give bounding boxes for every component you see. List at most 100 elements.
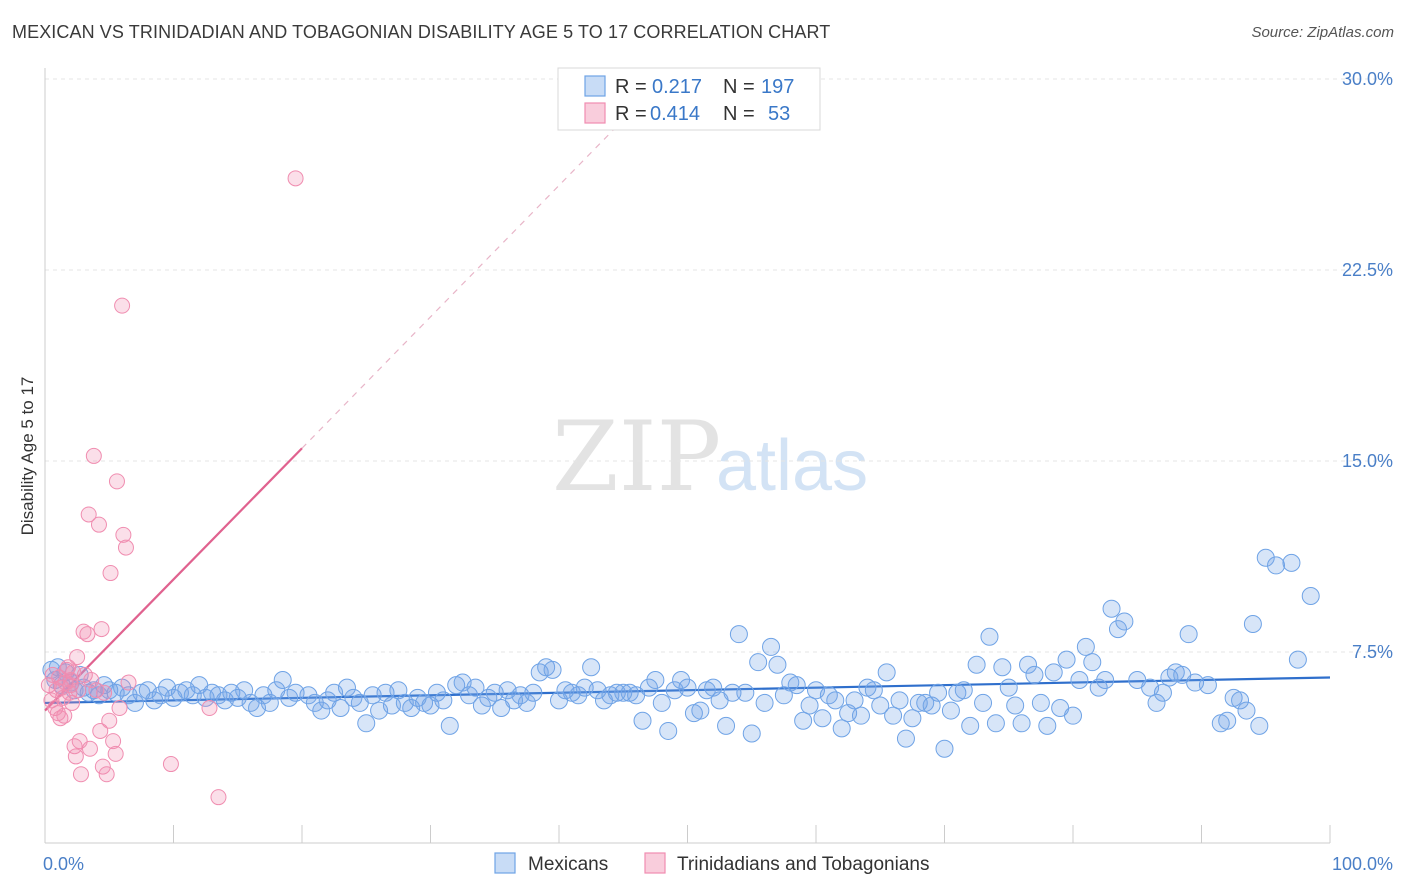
legend-n-value-2: 53 <box>768 103 790 125</box>
mexicans-point-49 <box>337 678 356 697</box>
series-legend-trinidadians: Trinidadians and Tobagonians <box>677 854 929 875</box>
trend-lines <box>44 119 1331 712</box>
trinidadians-point-43 <box>111 700 128 717</box>
mexicans-point-112 <box>742 724 761 743</box>
stats-legend: R = 0.217 N = 197 R = 0.414 N = 53 <box>557 67 821 131</box>
mexicans-point-178 <box>1179 625 1198 644</box>
mexicans-point-163 <box>1070 671 1089 690</box>
mexicans-point-173 <box>1147 693 1166 712</box>
mexicans-point-188 <box>1256 548 1275 567</box>
zipatlas-watermark: ZIP atlas <box>552 401 868 513</box>
trinidadians-point-12 <box>58 661 75 678</box>
mexicans-point-148 <box>974 693 993 712</box>
mexicans-point-87 <box>582 658 601 677</box>
trinidadians-point-36 <box>96 684 113 701</box>
mexicans-point-174 <box>1153 683 1172 702</box>
mexicans-point-85 <box>569 686 588 705</box>
mexicans-point-146 <box>961 716 980 735</box>
mexicans-point-113 <box>749 653 768 672</box>
mexicans-point-98 <box>652 693 671 712</box>
legend-swatch-trinidadians <box>584 102 606 124</box>
mexicans-point-133 <box>877 663 896 682</box>
trinidadians-point-46 <box>117 539 134 556</box>
trinidadians-point-10 <box>56 707 73 724</box>
mexicans-point-152 <box>999 678 1018 697</box>
gridlines <box>45 78 1392 653</box>
mexicans-point-180 <box>1198 676 1217 695</box>
legend-n-label-1: N = <box>723 76 755 98</box>
mexicans-point-69 <box>466 678 485 697</box>
mexicans-point-116 <box>768 655 787 674</box>
y-tick-label-1: 15.0% <box>1342 451 1393 471</box>
mexicans-point-77 <box>517 693 536 712</box>
legend-r-label-2: R = <box>615 103 647 125</box>
series-legend-swatch-mexicans <box>494 852 516 874</box>
mexicans-point-123 <box>813 709 832 728</box>
mexicans-point-165 <box>1083 653 1102 672</box>
mexicans-point-135 <box>890 691 909 710</box>
trinidadians-point-19 <box>67 748 84 765</box>
mexicans-point-164 <box>1076 637 1095 656</box>
mexicans-point-167 <box>1096 671 1115 690</box>
mexicans-point-156 <box>1025 665 1044 684</box>
trinidadians-point-45 <box>115 526 132 543</box>
mexicans-point-169 <box>1108 620 1127 639</box>
mexicans-point-97 <box>646 671 665 690</box>
mexicans-point-150 <box>986 714 1005 733</box>
mexicans-point-119 <box>787 676 806 695</box>
mexicans-point-166 <box>1089 678 1108 697</box>
mexicans-point-190 <box>1282 553 1301 572</box>
mexicans-point-141 <box>929 683 948 702</box>
watermark-zip: ZIP <box>552 401 721 513</box>
mexicans-point-104 <box>691 701 710 720</box>
x-tick-labels: 0.0% 100.0% <box>43 854 1393 874</box>
mexicans-point-101 <box>672 671 691 690</box>
trinidadians-point-48 <box>162 756 179 773</box>
mexicans-point-182 <box>1218 711 1237 730</box>
mexicans-point-40 <box>273 671 292 690</box>
series-legend-swatch-trinidadians <box>644 852 666 874</box>
trinidadians-point-27 <box>80 506 97 523</box>
trinidadians-point-20 <box>69 649 86 666</box>
mexicans-point-48 <box>331 699 350 718</box>
mexicans-point-17 <box>125 693 144 712</box>
mexicans-point-99 <box>659 721 678 740</box>
mexicans-point-191 <box>1288 650 1307 669</box>
mexicans-point-184 <box>1231 691 1250 710</box>
mexicans-point-109 <box>723 683 742 702</box>
mexicans-point-115 <box>762 637 781 656</box>
mexicans-point-96 <box>639 678 658 697</box>
trinidadians-point-52 <box>62 672 79 689</box>
mexicans-point-162 <box>1064 706 1082 725</box>
mexicans-point-159 <box>1044 663 1063 682</box>
mexicans-point-185 <box>1237 701 1256 720</box>
mexicans-point-63 <box>427 683 446 702</box>
mexicans-point-168 <box>1102 599 1121 618</box>
source-credit: Source: ZipAtlas.com <box>1251 24 1394 41</box>
mexicans-point-45 <box>312 701 331 720</box>
trinidadians-point-42 <box>108 473 125 490</box>
y-axis-label: Disability Age 5 to 17 <box>18 377 37 536</box>
x-tick-label-min: 0.0% <box>43 854 84 874</box>
mexicans-point-153 <box>1006 696 1025 715</box>
trinidadians-point-33 <box>92 722 109 739</box>
trinidadians-point-41 <box>107 745 124 762</box>
mexicans-point-155 <box>1019 655 1038 674</box>
y-tick-label-3: 30.0% <box>1342 69 1393 89</box>
mexicans-point-110 <box>729 625 748 644</box>
mexicans-point-121 <box>800 696 819 715</box>
chart-title: MEXICAN VS TRINIDADIAN AND TOBAGONIAN DI… <box>12 22 831 42</box>
legend-r-value-2: 0.414 <box>650 103 700 125</box>
trinidadians-point-49 <box>201 700 218 717</box>
x-tick-label-max: 100.0% <box>1332 854 1393 874</box>
trinidadians-point-28 <box>81 740 98 757</box>
legend-n-label-2: N = <box>723 103 755 125</box>
mexicans-point-147 <box>967 655 986 674</box>
trinidadians-point-25 <box>76 666 93 683</box>
mexicans-point-95 <box>633 711 652 730</box>
mexicans-point-43 <box>299 686 318 705</box>
mexicans-point-151 <box>993 658 1012 677</box>
mexicans-point-120 <box>794 711 813 730</box>
trinidadians-point-47 <box>120 674 137 691</box>
